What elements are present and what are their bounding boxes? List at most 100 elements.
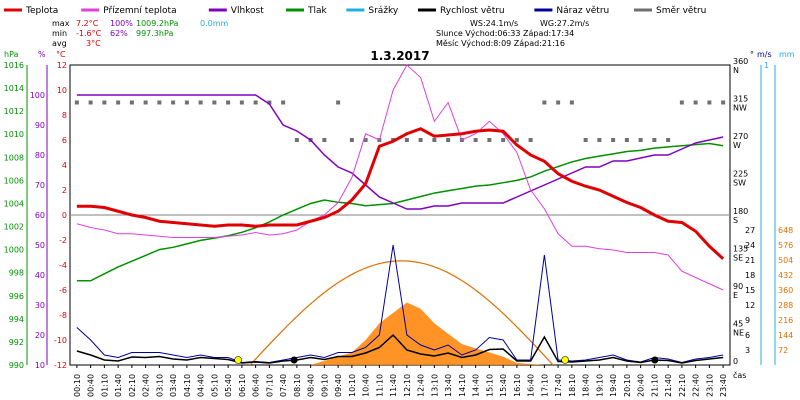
legend-label: Srážky <box>368 6 399 16</box>
c-tick-label: 0 <box>62 211 67 220</box>
x-tick-label: 01:40 <box>114 374 123 397</box>
x-tick-label: 02:40 <box>142 374 151 397</box>
x-tick-label: 23:10 <box>705 374 714 397</box>
dir-tick-label: 315 <box>733 95 748 104</box>
x-tick-label: 03:10 <box>155 374 164 397</box>
wind-direction-point <box>652 138 657 142</box>
ms-tick-label: 21 <box>745 256 755 265</box>
wind-direction-point <box>129 100 134 105</box>
x-tick-label: 20:10 <box>623 374 632 397</box>
dir-tick-compass: N <box>733 66 739 75</box>
wind-direction-point <box>473 138 478 142</box>
cas-label: čas <box>733 370 746 380</box>
x-tick-label: 00:40 <box>87 374 96 397</box>
wind-direction-point <box>721 100 726 105</box>
stat-max-rain: 0.0mm <box>200 19 229 28</box>
x-tick-label: 23:40 <box>719 374 728 397</box>
wind-direction-point <box>143 100 148 105</box>
wind-direction-point <box>212 100 217 105</box>
wind-direction-point <box>226 100 231 105</box>
rad-tick-label: 288 <box>778 301 793 310</box>
rad-tick-label: 648 <box>778 226 793 235</box>
x-tick-label: 12:40 <box>417 374 426 397</box>
wind-direction-point <box>102 100 107 105</box>
x-tick-label: 04:10 <box>183 374 192 397</box>
pct-tick-label: 100 <box>30 91 45 100</box>
wind-direction-point <box>583 138 588 142</box>
x-tick-label: 18:10 <box>568 374 577 397</box>
pct-axis-label: % <box>38 50 46 59</box>
x-tick-label: 10:40 <box>362 374 371 397</box>
legend-label: Teplota <box>25 6 58 16</box>
x-tick-label: 10:10 <box>348 374 357 397</box>
dir-tick-label: 0 <box>733 357 738 366</box>
x-tick-label: 20:40 <box>637 374 646 397</box>
c-tick-label: 12 <box>57 61 67 70</box>
stat-max-temp: 7.2°C <box>76 19 99 28</box>
c-tick-label: 10 <box>57 86 67 95</box>
wind-direction-point <box>514 138 519 142</box>
series-vlhkost <box>76 94 724 210</box>
stat-max-label: max <box>52 19 70 28</box>
wind-direction-point <box>556 100 561 105</box>
x-tick-label: 13:40 <box>444 374 453 397</box>
x-tick-label: 11:10 <box>375 374 384 397</box>
hpa-tick-label: 996 <box>9 292 24 301</box>
series-naraz-vetru <box>76 244 724 364</box>
hpa-tick-label: 998 <box>9 269 24 278</box>
ms-tick-label: 18 <box>745 271 755 280</box>
wind-direction-point <box>74 100 79 105</box>
dir-tick-label: 270 <box>733 132 748 141</box>
series-tlak <box>76 142 724 282</box>
wind-direction-point <box>294 138 299 142</box>
clear-sky-radiation-curve <box>249 260 554 366</box>
ms-axis-label: m/s <box>757 50 772 59</box>
wind-direction-point <box>239 100 244 105</box>
series-rychlost-vetru <box>76 333 724 364</box>
pct-tick-label: 70 <box>35 181 45 190</box>
rad-tick-label: 360 <box>778 286 793 295</box>
hpa-tick-label: 1006 <box>4 176 24 185</box>
pct-tick-label: 30 <box>35 301 45 310</box>
wind-direction-point <box>611 138 616 142</box>
x-tick-label: 15:40 <box>499 374 508 397</box>
ms-tick-label: 3 <box>745 346 750 355</box>
wind-direction-point <box>322 138 327 142</box>
hpa-tick-label: 1012 <box>4 107 24 116</box>
pct-tick-label: 90 <box>35 121 45 130</box>
wind-direction-point <box>638 138 643 142</box>
c-tick-label: 8 <box>62 111 67 120</box>
rain-top-label: 1 <box>764 61 769 70</box>
pct-tick-label: 80 <box>35 151 45 160</box>
stat-sun: Slunce Východ:06:33 Západ:17:34 <box>436 29 574 38</box>
dir-tick-compass: W <box>733 141 741 150</box>
legend-label: Přízemní teplota <box>103 6 176 16</box>
x-tick-label: 11:40 <box>389 374 398 397</box>
pct-tick-label: 40 <box>35 271 45 280</box>
chart-title: 1.3.2017 <box>370 49 429 63</box>
x-tick-label: 16:10 <box>513 374 522 397</box>
wind-direction-point <box>624 138 629 142</box>
moonrise-marker <box>290 356 298 364</box>
hpa-tick-label: 1014 <box>4 84 24 93</box>
dir-tick-compass: SE <box>733 254 743 263</box>
sunrise-marker <box>234 356 242 364</box>
x-tick-label: 07:40 <box>279 374 288 397</box>
hpa-tick-label: 1002 <box>4 223 24 232</box>
x-tick-label: 14:40 <box>472 374 481 397</box>
hpa-tick-label: 1000 <box>4 246 24 255</box>
x-tick-label: 09:40 <box>334 374 343 397</box>
x-tick-label: 00:10 <box>73 374 82 397</box>
radiation-area <box>76 302 724 365</box>
sunset-marker <box>561 356 569 364</box>
axes: hPa% °C1016101410121010100810061004100210… <box>4 50 795 397</box>
wind-direction-point <box>528 138 533 142</box>
c-tick-label: -6 <box>59 286 67 295</box>
x-tick-label: 07:10 <box>265 374 274 397</box>
x-tick-label: 02:10 <box>128 374 137 397</box>
series-prizemni-teplota <box>76 64 724 291</box>
x-tick-label: 14:10 <box>458 374 467 397</box>
ms-tick-label: 24 <box>745 241 755 250</box>
pct-tick-label: 50 <box>35 241 45 250</box>
stat-min-label: min <box>52 29 67 38</box>
